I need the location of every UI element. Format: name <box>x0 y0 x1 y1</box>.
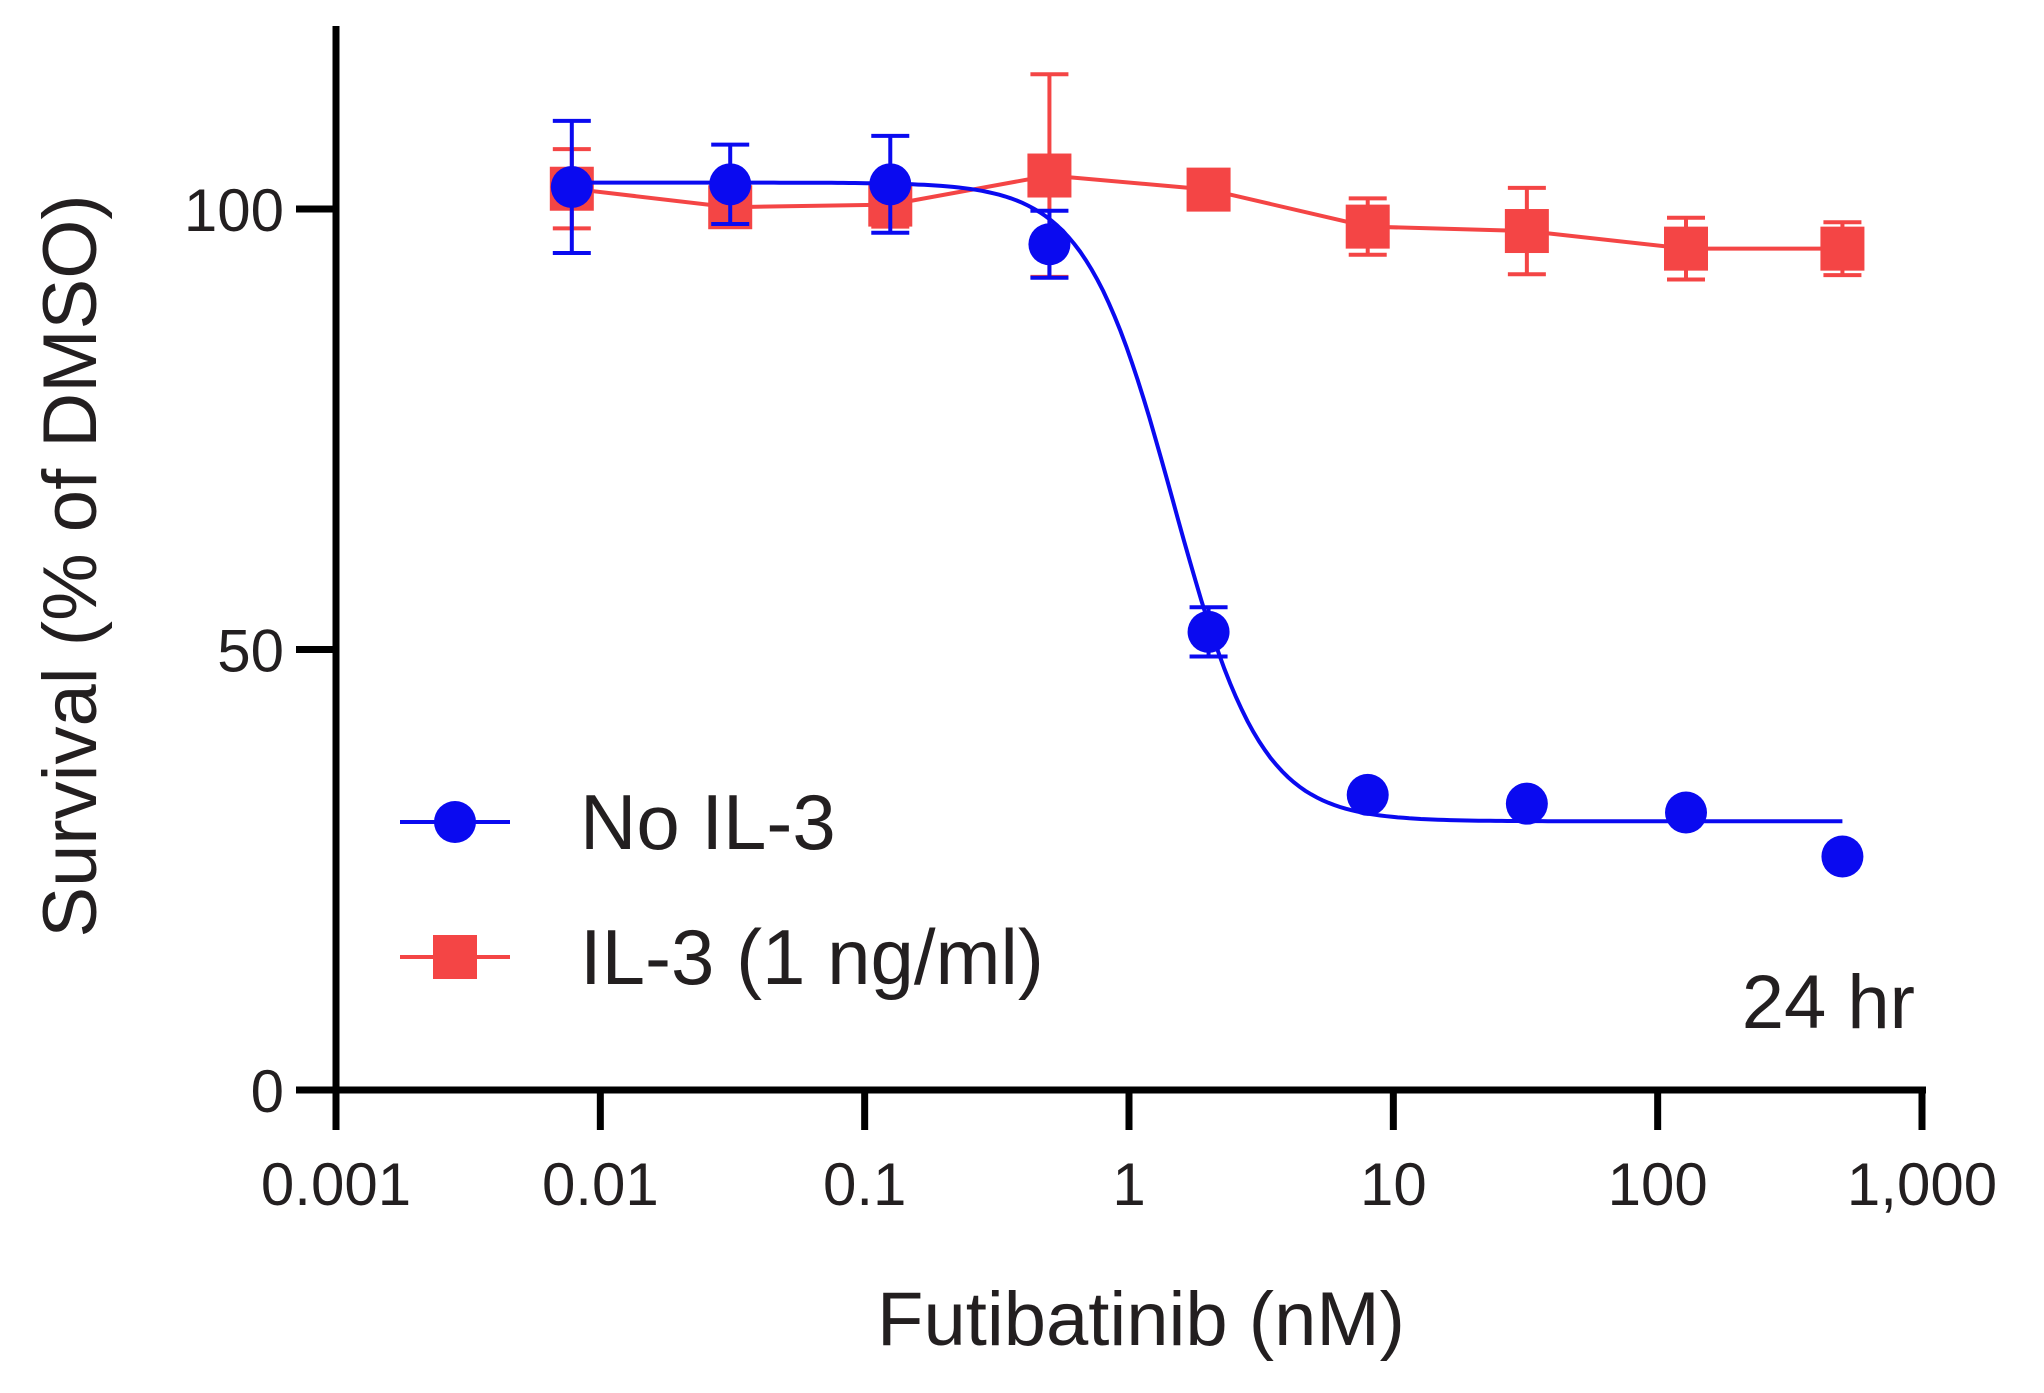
x-tick-label: 1,000 <box>1847 1151 1997 1218</box>
data-point <box>1346 773 1389 816</box>
data-point <box>1027 153 1072 198</box>
legend-marker <box>434 801 476 843</box>
data-point <box>709 163 752 206</box>
y-axis-title: Survival (% of DMSO) <box>28 194 113 937</box>
y-tick-label: 100 <box>184 177 284 244</box>
data-point <box>1665 791 1708 834</box>
legend-label: IL-3 (1 ng/ml) <box>580 913 1044 1001</box>
data-point <box>869 163 912 206</box>
x-tick-label: 0.01 <box>542 1151 659 1218</box>
legend-item: No IL-3 <box>400 778 836 866</box>
data-point <box>1664 226 1709 271</box>
data-point <box>1187 610 1230 653</box>
y-tick-label: 0 <box>251 1058 284 1125</box>
data-point <box>1820 226 1865 271</box>
x-tick-label: 1 <box>1112 1151 1145 1218</box>
data-point <box>1505 782 1548 825</box>
series-no-il3 <box>550 118 1864 878</box>
axes: 0.001 0.01 0.1 1 10 100 1,000 0 50 100 <box>184 26 1997 1218</box>
fit-curve <box>571 180 1843 824</box>
series-layer <box>549 72 1865 878</box>
data-point <box>1821 835 1864 878</box>
data-point <box>1504 209 1549 254</box>
data-point <box>550 165 593 208</box>
x-tick-label: 100 <box>1608 1151 1708 1218</box>
data-point <box>1028 223 1071 266</box>
x-axis-title: Futibatinib (nM) <box>877 1277 1405 1362</box>
y-tick-label: 50 <box>217 618 284 685</box>
data-point <box>1186 167 1231 212</box>
x-tick-label: 10 <box>1360 1151 1427 1218</box>
time-annotation: 24 hr <box>1742 960 1915 1045</box>
data-point <box>1345 204 1390 249</box>
legend-marker <box>433 935 477 979</box>
legend-item: IL-3 (1 ng/ml) <box>400 913 1044 1001</box>
x-tick-label: 0.1 <box>823 1151 906 1218</box>
legend: No IL-3 IL-3 (1 ng/ml) <box>400 778 1044 1001</box>
legend-label: No IL-3 <box>580 778 836 866</box>
x-tick-label: 0.001 <box>261 1151 411 1218</box>
